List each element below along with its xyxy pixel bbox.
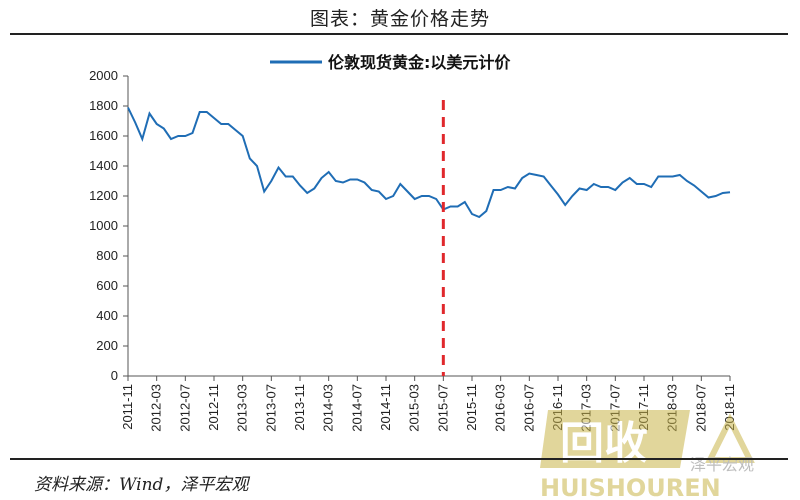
x-tick-label: 2015-11 <box>464 384 479 431</box>
x-tick-label: 2018-11 <box>722 384 737 431</box>
x-tick-label: 2012-03 <box>149 384 164 432</box>
y-tick-label: 400 <box>96 308 118 323</box>
x-tick-label: 2014-03 <box>321 384 336 432</box>
y-tick-label: 1200 <box>89 188 118 203</box>
y-tick-label: 800 <box>96 248 118 263</box>
x-tick-label: 2014-07 <box>349 384 364 432</box>
x-tick-label: 2018-07 <box>693 384 708 432</box>
series-line-gold-price <box>127 107 731 219</box>
x-tick-label: 2013-07 <box>263 384 278 432</box>
x-tick-label: 2013-11 <box>292 384 307 431</box>
y-tick-label: 200 <box>96 338 118 353</box>
bottom-rule <box>10 458 788 460</box>
y-tick-label: 0 <box>111 368 118 383</box>
svg-text:回收: 回收 <box>560 418 648 469</box>
y-tick-label: 2000 <box>89 68 118 83</box>
chart-title: 图表：黄金价格走势 <box>309 8 490 30</box>
y-tick-label: 1600 <box>89 128 118 143</box>
top-rule <box>10 33 788 35</box>
x-tick-label: 2013-03 <box>235 384 250 432</box>
legend: 伦敦现货黄金:以美元计价 <box>270 53 511 72</box>
watermark-logo: 回收 泽平宏观 HUISHOUREN <box>540 410 755 500</box>
y-tick-label: 1400 <box>89 158 118 173</box>
legend-label: 伦敦现货黄金:以美元计价 <box>328 53 511 72</box>
x-tick-label: 2015-07 <box>435 384 450 432</box>
source-note: 资料来源：Wind，泽平宏观 <box>34 475 249 495</box>
x-tick-label: 2012-07 <box>177 384 192 432</box>
x-tick-label: 2016-03 <box>493 384 508 432</box>
x-tick-label: 2015-03 <box>407 384 422 432</box>
x-tick-label: 2016-07 <box>521 384 536 432</box>
y-tick-label: 1800 <box>89 98 118 113</box>
x-tick-label: 2014-11 <box>378 384 393 431</box>
y-tick-label: 600 <box>96 278 118 293</box>
y-tick-label: 1000 <box>89 218 118 233</box>
x-tick-label: 2011-11 <box>120 384 135 430</box>
svg-text:HUISHOUREN: HUISHOUREN <box>540 474 721 500</box>
y-ticks: 0 200 400 600 800 1000 1200 1400 1600 1800 2000 <box>89 68 128 383</box>
x-tick-label: 2012-11 <box>206 384 221 431</box>
